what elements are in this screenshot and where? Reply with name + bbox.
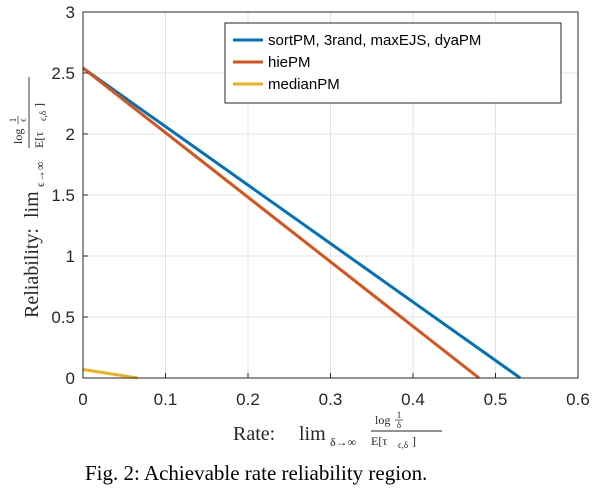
x-label-prefix: Rate:	[233, 423, 275, 445]
y-tick-label: 0.5	[51, 308, 75, 327]
y-label-lim: lim	[21, 191, 43, 218]
x-label-den-close: ]	[412, 434, 416, 448]
x-tick-label: 0.4	[401, 390, 425, 409]
y-tick-label: 2	[66, 125, 75, 144]
series-line-1	[82, 66, 480, 380]
y-tick-label: 2.5	[51, 64, 75, 83]
x-label-den-sub: ϵ,δ	[398, 440, 408, 450]
x-tick-label: 0.2	[236, 390, 260, 409]
y-label-den-close: ]	[32, 103, 46, 107]
series-lines	[82, 66, 522, 380]
y-label-lim-sub: ϵ→∞	[33, 162, 47, 187]
y-tick-label: 0	[66, 369, 75, 388]
y-label-den-sub: ϵ,δ	[38, 111, 48, 121]
y-label-prefix: Reliability:	[21, 228, 43, 318]
y-tick-label: 1	[66, 247, 75, 266]
x-tick-label: 0	[78, 390, 87, 409]
y-label-num-frac-bottom: ϵ	[18, 118, 28, 122]
series-line-2	[82, 368, 138, 380]
x-label-lim: lim	[299, 423, 326, 445]
y-axis-label: Reliability: lim ϵ→∞ log 1 ϵ E[τ ϵ,δ ]	[8, 77, 48, 318]
x-tick-label: 0.3	[319, 390, 343, 409]
legend-label: hiePM	[268, 54, 311, 71]
legend-label: medianPM	[268, 76, 340, 93]
x-label-lim-sub: δ→∞	[330, 435, 356, 449]
y-label-den: E[τ	[32, 132, 46, 148]
x-tick-label: 0.6	[566, 390, 590, 409]
legend-label: sortPM, 3rand, maxEJS, dyaPM	[268, 32, 481, 49]
x-label-num-frac-top: 1	[397, 410, 402, 420]
x-label-num: log	[375, 413, 390, 427]
x-tick-label: 0.1	[154, 390, 178, 409]
y-tick-label: 1.5	[51, 186, 75, 205]
x-label-num-frac-bottom: δ	[397, 420, 401, 430]
legend-box	[224, 22, 562, 104]
figure-caption: Fig. 2: Achievable rate reliability regi…	[85, 461, 427, 485]
x-tick-label: 0.5	[484, 390, 508, 409]
y-label-num-frac-top: 1	[8, 118, 18, 123]
y-label-num: log	[11, 129, 25, 144]
x-axis-label: Rate: lim δ→∞ log 1 δ E[τ ϵ,δ ]	[233, 410, 442, 450]
axis-ticks: 0 0.1 0.2 0.3 0.4 0.5 0.6 0 0.5 1 1.5 2 2.5 3	[51, 3, 589, 409]
x-label-den: E[τ	[371, 434, 387, 448]
y-tick-label: 3	[66, 3, 75, 22]
legend: sortPM, 3rand, maxEJS, dyaPM hiePM medianP…	[224, 22, 562, 104]
series-line-0	[82, 66, 522, 380]
